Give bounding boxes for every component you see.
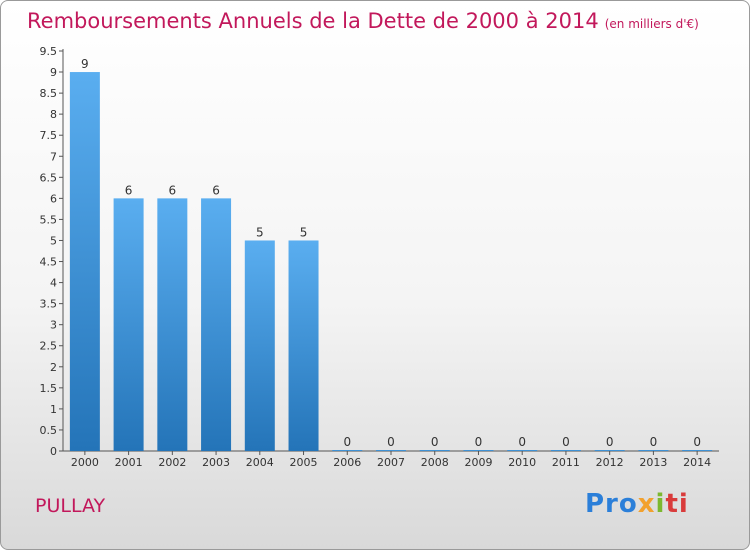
y-tick-label: 0: [50, 445, 57, 458]
bar: [463, 450, 494, 451]
x-tick-label: 2009: [464, 456, 492, 469]
y-tick-label: 8.5: [40, 87, 58, 100]
x-tick-label: 2002: [158, 456, 186, 469]
y-tick-label: 4.5: [40, 256, 58, 269]
logo-part-1: Pro: [585, 489, 638, 519]
y-tick-label: 8: [50, 108, 57, 121]
x-tick-label: 2012: [596, 456, 624, 469]
bar: [288, 240, 319, 451]
bar-value-label: 5: [256, 225, 264, 239]
bar: [594, 450, 625, 451]
bar-value-label: 9: [81, 57, 89, 71]
bar: [419, 450, 450, 451]
y-tick-label: 5.5: [40, 213, 58, 226]
y-tick-label: 2: [50, 361, 57, 374]
y-tick-label: 1: [50, 403, 57, 416]
proxiti-logo: Proxiti: [585, 489, 689, 519]
bar: [69, 72, 100, 451]
y-tick-label: 5: [50, 234, 57, 247]
bar-value-label: 6: [169, 183, 177, 197]
chart-title: Remboursements Annuels de la Dette de 20…: [27, 9, 699, 33]
x-tick-label: 2003: [202, 456, 230, 469]
y-tick-label: 2.5: [40, 340, 58, 353]
bar: [201, 198, 232, 451]
x-tick-label: 2007: [377, 456, 405, 469]
bar-value-label: 6: [212, 183, 220, 197]
x-tick-label: 2004: [246, 456, 274, 469]
x-tick-label: 2006: [333, 456, 361, 469]
chart-title-text: Remboursements Annuels de la Dette de 20…: [27, 9, 599, 33]
bar: [376, 450, 406, 451]
bar-value-label: 0: [343, 435, 351, 449]
logo-part-3: i: [655, 489, 666, 519]
y-tick-label: 7.5: [40, 129, 58, 142]
x-tick-label: 2000: [71, 456, 99, 469]
x-tick-label: 2013: [639, 456, 667, 469]
y-tick-label: 9: [50, 66, 57, 79]
bar: [507, 450, 538, 451]
y-tick-label: 6.5: [40, 171, 58, 184]
y-tick-label: 0.5: [40, 424, 58, 437]
bar-value-label: 0: [431, 435, 439, 449]
bar: [113, 198, 144, 451]
bar: [550, 450, 581, 451]
bar-value-label: 0: [475, 435, 483, 449]
x-tick-label: 2001: [115, 456, 143, 469]
y-tick-label: 7: [50, 150, 57, 163]
place-name: PULLAY: [35, 495, 106, 517]
y-tick-label: 4: [50, 277, 57, 290]
bar-value-label: 0: [606, 435, 614, 449]
y-tick-label: 9.5: [40, 45, 58, 58]
bar-value-label: 0: [518, 435, 526, 449]
bar: [244, 240, 275, 451]
bar-value-label: 0: [562, 435, 570, 449]
bar: [682, 450, 713, 451]
bar: [332, 450, 363, 451]
chart-subtitle: (en milliers d'€): [604, 17, 699, 31]
x-tick-label: 2014: [683, 456, 711, 469]
y-tick-label: 3.5: [40, 298, 58, 311]
y-tick-label: 3: [50, 319, 57, 332]
y-tick-label: 6: [50, 192, 57, 205]
bar: [157, 198, 188, 451]
bar-value-label: 0: [693, 435, 701, 449]
bar: [638, 450, 669, 451]
x-tick-label: 2005: [290, 456, 318, 469]
logo-part-4: ti: [665, 489, 689, 519]
bar-value-label: 5: [300, 225, 308, 239]
x-tick-label: 2011: [552, 456, 580, 469]
x-tick-label: 2008: [421, 456, 449, 469]
bar-value-label: 0: [387, 435, 395, 449]
y-tick-label: 1.5: [40, 382, 58, 395]
bar-value-label: 0: [650, 435, 658, 449]
bar-value-label: 6: [125, 183, 133, 197]
x-tick-label: 2010: [508, 456, 536, 469]
logo-part-2: x: [637, 489, 656, 519]
